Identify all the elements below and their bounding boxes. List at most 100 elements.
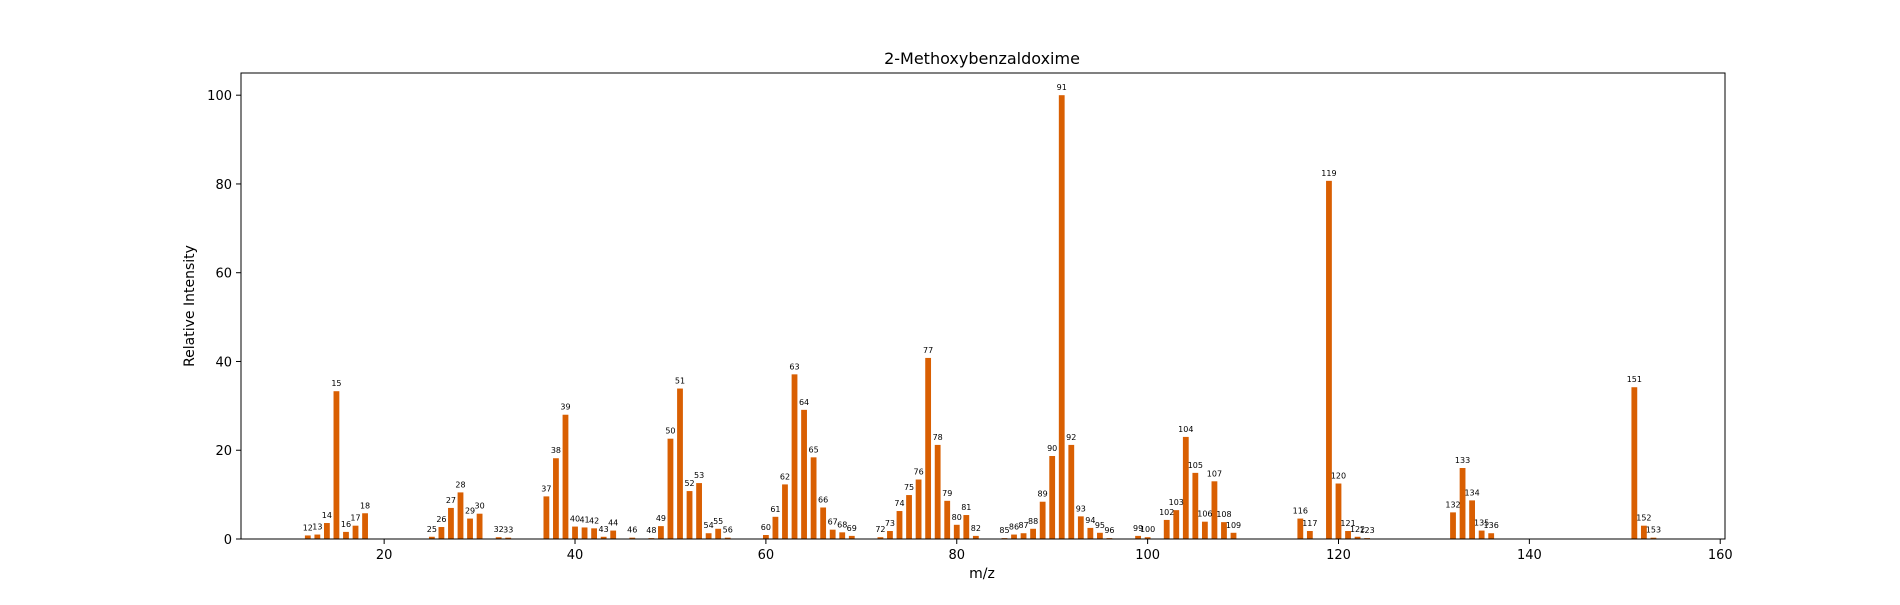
bar-mz-44 [610, 530, 617, 539]
chart-title: 2-Methoxybenzaldoxime [884, 49, 1080, 68]
plot-frame [240, 72, 1726, 540]
bar-mz-77 [925, 357, 932, 539]
bar-mz-107 [1211, 481, 1218, 539]
bar-label-mz-109: 109 [1226, 521, 1241, 530]
bar-mz-91 [1058, 95, 1065, 539]
bar-label-mz-29: 29 [465, 507, 475, 516]
bar-label-mz-88: 88 [1028, 517, 1038, 526]
bar-mz-66 [820, 507, 827, 539]
bar-mz-90 [1049, 456, 1056, 539]
bar-mz-92 [1068, 444, 1075, 539]
bar-label-mz-16: 16 [341, 520, 351, 529]
bar-label-mz-30: 30 [474, 502, 484, 511]
y-tick-label: 100 [207, 89, 232, 104]
bar-mz-136 [1488, 533, 1495, 539]
bar-mz-27 [448, 507, 454, 539]
bar-mz-42 [591, 528, 598, 539]
bar-label-mz-66: 66 [818, 495, 828, 504]
bar-mz-13 [314, 534, 321, 539]
bar-label-mz-27: 27 [446, 496, 456, 505]
bar-mz-135 [1478, 530, 1485, 539]
bar-mz-25 [428, 536, 435, 539]
bar-mz-99 [1135, 535, 1141, 539]
bar-label-mz-117: 117 [1302, 519, 1317, 528]
bar-label-mz-116: 116 [1293, 507, 1308, 516]
bar-mz-93 [1077, 516, 1084, 539]
bar-label-mz-78: 78 [933, 433, 943, 442]
bar-mz-119 [1326, 180, 1332, 539]
bar-label-mz-99: 99 [1133, 524, 1143, 533]
bar-label-mz-95: 95 [1095, 521, 1105, 530]
bar-mz-117 [1306, 531, 1313, 539]
bar-label-mz-80: 80 [952, 513, 962, 522]
bar-mz-94 [1087, 527, 1094, 539]
bar-label-mz-46: 46 [627, 526, 637, 535]
bar-mz-15 [333, 391, 340, 539]
y-axis-ticks: 0 20 40 60 80 100 [207, 89, 241, 548]
bar-label-mz-106: 106 [1197, 510, 1212, 519]
bar-label-mz-33: 33 [503, 526, 513, 535]
bar-mz-38 [553, 458, 559, 539]
bar-mz-151 [1631, 387, 1638, 539]
bar-label-mz-82: 82 [971, 524, 981, 533]
bar-mz-76 [915, 479, 922, 539]
bar-mz-39 [562, 414, 569, 539]
bar-label-mz-89: 89 [1038, 490, 1048, 499]
bar-label-mz-44: 44 [608, 519, 618, 528]
x-axis-label: m/z [969, 566, 995, 582]
bar-label-mz-102: 102 [1159, 508, 1174, 517]
bar-mz-29 [467, 518, 473, 539]
x-tick-label: 80 [948, 548, 965, 563]
bar-mz-41 [581, 527, 588, 539]
y-tick-label: 60 [215, 267, 232, 282]
x-tick-label: 60 [758, 548, 775, 563]
bar-mz-18 [362, 513, 368, 539]
bar-mz-132 [1450, 512, 1456, 539]
x-tick-label: 20 [376, 548, 393, 563]
bar-mz-72 [877, 537, 884, 539]
bar-label-mz-75: 75 [904, 483, 914, 492]
bar-mz-64 [801, 409, 807, 539]
bar-label-mz-48: 48 [646, 526, 656, 535]
bar-label-mz-151: 151 [1627, 375, 1642, 384]
bar-label-mz-120: 120 [1331, 472, 1346, 481]
bar-label-mz-69: 69 [847, 524, 857, 533]
bar-mz-26 [438, 527, 445, 539]
bar-label-mz-52: 52 [684, 479, 694, 488]
bar-label-mz-43: 43 [599, 525, 609, 534]
bar-label-mz-49: 49 [656, 514, 666, 523]
bar-mz-49 [658, 526, 664, 539]
bar-label-mz-42: 42 [589, 516, 599, 525]
bar-label-mz-72: 72 [875, 525, 885, 534]
bar-label-mz-40: 40 [570, 515, 580, 524]
bar-label-mz-121: 121 [1340, 519, 1355, 528]
bar-mz-104 [1182, 436, 1189, 539]
bar-label-mz-51: 51 [675, 377, 685, 386]
bar-label-mz-92: 92 [1066, 433, 1076, 442]
bar-mz-17 [352, 525, 359, 539]
bar-mz-56 [724, 537, 731, 539]
bar-mz-55 [715, 528, 722, 539]
bar-label-mz-79: 79 [942, 489, 952, 498]
bar-label-mz-38: 38 [551, 446, 561, 455]
x-tick-label: 160 [1708, 548, 1733, 563]
bar-mz-88 [1030, 528, 1036, 539]
bar-mz-89 [1039, 501, 1046, 539]
bar-mz-152 [1640, 525, 1647, 539]
bar-mz-61 [772, 516, 779, 539]
bar-label-mz-133: 133 [1455, 456, 1470, 465]
bar-mz-32 [495, 537, 502, 539]
bar-mz-33 [505, 537, 512, 539]
bar-mz-46 [629, 537, 636, 539]
bar-label-mz-90: 90 [1047, 444, 1057, 453]
bars-group [304, 95, 1657, 539]
bar-mz-60 [762, 535, 769, 539]
bar-mz-79 [944, 500, 951, 539]
bar-mz-53 [696, 483, 702, 539]
bar-label-mz-68: 68 [837, 520, 847, 529]
bar-mz-103 [1173, 510, 1180, 539]
bar-mz-14 [323, 523, 330, 539]
